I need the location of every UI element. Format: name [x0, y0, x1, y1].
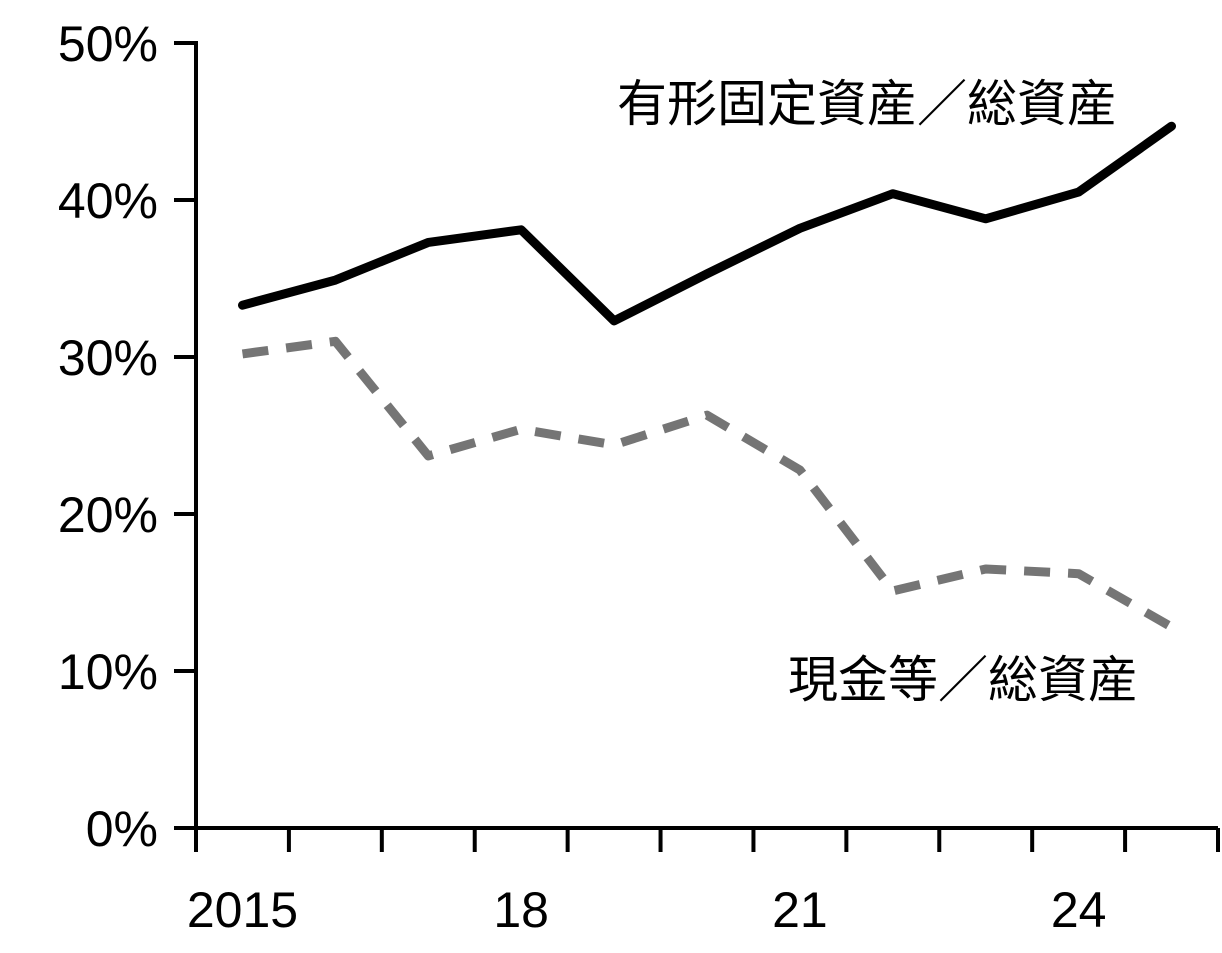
- x-axis-ticks: 2015 18 21 24: [187, 828, 1220, 938]
- y-tick-label: 30%: [58, 330, 158, 386]
- y-tick-label: 50%: [58, 16, 158, 72]
- x-tick-label: 18: [493, 882, 549, 938]
- cash-ratio-line: [241, 336, 1174, 631]
- y-tick-label: 0%: [86, 801, 158, 857]
- series-label-cash: 現金等／総資産: [788, 651, 1138, 709]
- y-axis-ticks: 0% 10% 20% 30% 40% 50%: [58, 16, 196, 857]
- x-tick-label: 21: [772, 882, 828, 938]
- series-layer: [238, 121, 1176, 631]
- y-tick-label: 10%: [58, 644, 158, 700]
- y-tick-label: 40%: [58, 173, 158, 229]
- y-tick-label: 20%: [58, 487, 158, 543]
- fixed-assets-ratio-line: [238, 121, 1176, 326]
- axes: 0% 10% 20% 30% 40% 50% 2015 18 21 24: [58, 16, 1220, 938]
- x-tick-label: 2015: [187, 882, 298, 938]
- series-label-fixed-assets: 有形固定資産／総資産: [617, 75, 1117, 133]
- x-tick-label: 24: [1051, 882, 1107, 938]
